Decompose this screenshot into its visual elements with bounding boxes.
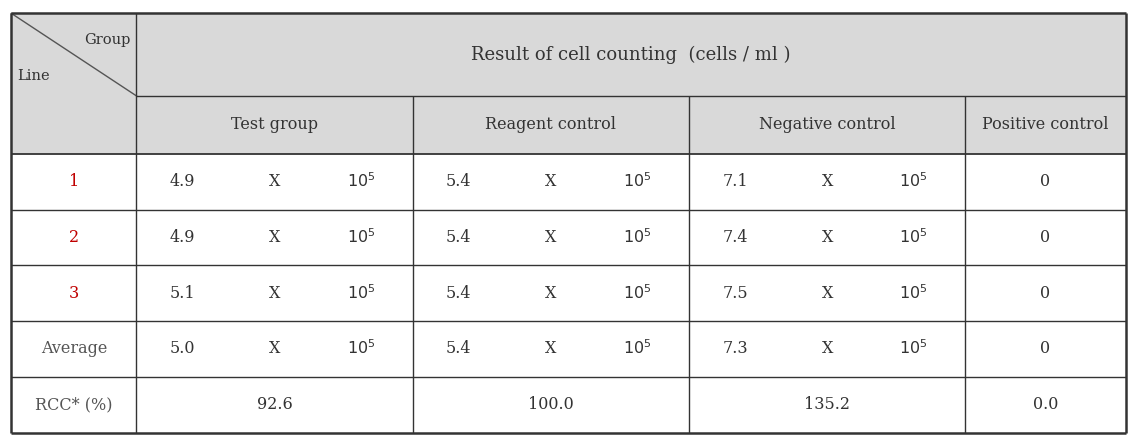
- Text: X: X: [545, 285, 557, 302]
- Text: X: X: [821, 229, 833, 246]
- Text: 0: 0: [1040, 285, 1051, 302]
- Text: 5.4: 5.4: [446, 285, 472, 302]
- Text: 5.4: 5.4: [446, 173, 472, 190]
- Text: X: X: [268, 340, 281, 358]
- Bar: [11, 13, 1126, 96]
- Text: 0.0: 0.0: [1032, 396, 1059, 413]
- Text: X: X: [545, 340, 557, 358]
- Bar: [11, 96, 1126, 154]
- Text: 0: 0: [1040, 229, 1051, 246]
- Text: RCC* (%): RCC* (%): [35, 396, 113, 413]
- Text: $10^{5}$: $10^{5}$: [347, 228, 375, 247]
- Text: 0: 0: [1040, 340, 1051, 358]
- Text: $10^{5}$: $10^{5}$: [623, 173, 652, 191]
- Text: $10^{5}$: $10^{5}$: [347, 340, 375, 358]
- Text: 2: 2: [69, 229, 78, 246]
- Text: X: X: [268, 285, 281, 302]
- Text: 1: 1: [68, 173, 80, 190]
- Text: 7.1: 7.1: [722, 173, 748, 190]
- Text: X: X: [545, 229, 557, 246]
- Text: Reagent control: Reagent control: [485, 116, 616, 133]
- Text: $10^{5}$: $10^{5}$: [899, 340, 928, 358]
- Text: 7.3: 7.3: [722, 340, 748, 358]
- Text: $10^{5}$: $10^{5}$: [899, 228, 928, 247]
- Text: Positive control: Positive control: [982, 116, 1109, 133]
- Text: X: X: [821, 285, 833, 302]
- Text: Line: Line: [17, 69, 50, 83]
- Text: 4.9: 4.9: [169, 229, 196, 246]
- Bar: [11, 321, 1126, 377]
- Text: X: X: [821, 340, 833, 358]
- Bar: [11, 377, 1126, 433]
- Text: 7.4: 7.4: [722, 229, 748, 246]
- Bar: [11, 265, 1126, 321]
- Text: 5.4: 5.4: [446, 340, 472, 358]
- Text: 100.0: 100.0: [528, 396, 574, 413]
- Text: $10^{5}$: $10^{5}$: [623, 228, 652, 247]
- Text: X: X: [268, 173, 281, 190]
- Text: $10^{5}$: $10^{5}$: [623, 284, 652, 302]
- Text: X: X: [545, 173, 557, 190]
- Text: 4.9: 4.9: [169, 173, 196, 190]
- Text: 135.2: 135.2: [804, 396, 850, 413]
- Text: 7.5: 7.5: [722, 285, 748, 302]
- Text: $10^{5}$: $10^{5}$: [347, 284, 375, 302]
- Text: $10^{5}$: $10^{5}$: [623, 340, 652, 358]
- Bar: [11, 210, 1126, 265]
- Text: Negative control: Negative control: [758, 116, 896, 133]
- Bar: [11, 154, 1126, 210]
- Text: $10^{5}$: $10^{5}$: [347, 173, 375, 191]
- Text: 0: 0: [1040, 173, 1051, 190]
- Text: Average: Average: [41, 340, 107, 358]
- Text: Result of cell counting  (cells / ml ): Result of cell counting (cells / ml ): [471, 45, 791, 64]
- Text: Test group: Test group: [231, 116, 318, 133]
- Text: $10^{5}$: $10^{5}$: [899, 284, 928, 302]
- Text: 3: 3: [68, 285, 80, 302]
- Text: $10^{5}$: $10^{5}$: [899, 173, 928, 191]
- Text: 5.4: 5.4: [446, 229, 472, 246]
- Text: Group: Group: [84, 33, 131, 47]
- Text: 5.1: 5.1: [169, 285, 196, 302]
- Text: X: X: [268, 229, 281, 246]
- Text: 5.0: 5.0: [169, 340, 196, 358]
- Text: 92.6: 92.6: [257, 396, 292, 413]
- Text: X: X: [821, 173, 833, 190]
